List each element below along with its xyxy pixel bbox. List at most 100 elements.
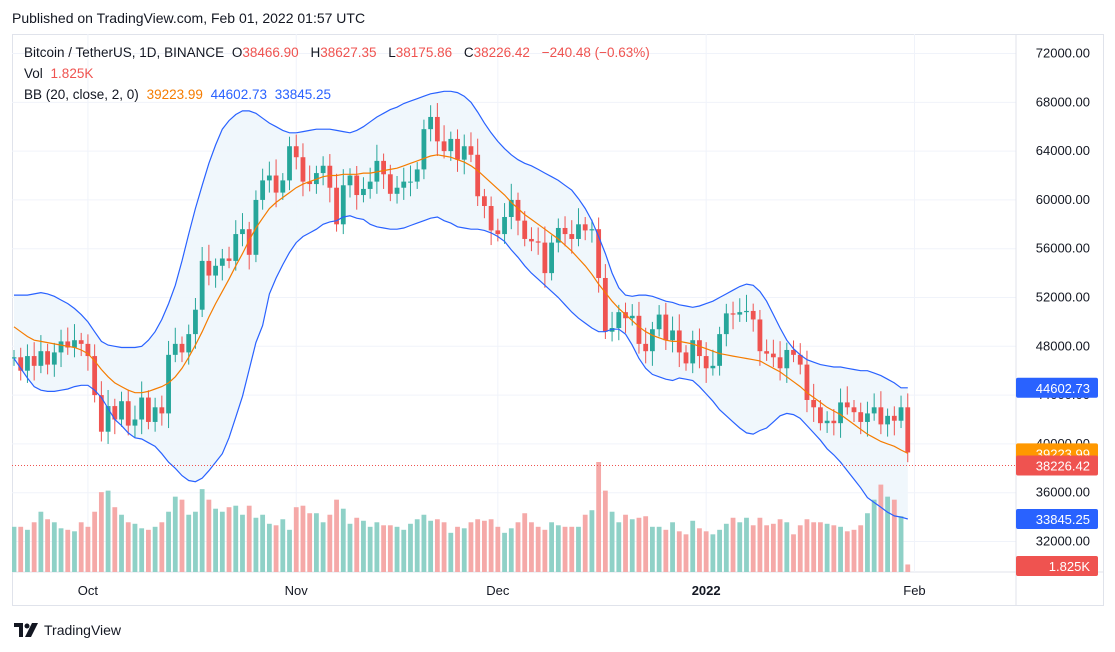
volume-bar xyxy=(320,522,326,572)
candle xyxy=(307,165,313,192)
candle-body xyxy=(495,230,501,235)
candle-body xyxy=(105,406,111,432)
candle-body xyxy=(764,351,770,354)
volume-bar xyxy=(750,525,756,572)
candle-body xyxy=(670,330,675,341)
candle xyxy=(797,343,803,375)
candle-body xyxy=(636,315,642,344)
candle xyxy=(119,391,124,427)
candle-body xyxy=(334,187,339,225)
volume-bar xyxy=(690,520,696,572)
volume-bar xyxy=(865,513,870,572)
candle-body xyxy=(811,399,817,408)
x-tick-label: Nov xyxy=(285,583,309,598)
volume-bar xyxy=(219,511,225,572)
candle-body xyxy=(723,313,729,335)
candle xyxy=(844,386,850,415)
volume-bar xyxy=(354,517,360,572)
volume-bar xyxy=(777,519,783,572)
candle-body xyxy=(750,310,756,320)
candle-body xyxy=(206,260,212,276)
candle xyxy=(448,131,454,161)
volume-bar xyxy=(602,490,608,572)
volume-bar xyxy=(233,505,239,572)
candle-body xyxy=(179,343,185,353)
candle xyxy=(293,134,299,170)
volume-bar xyxy=(824,523,830,572)
volume-bar xyxy=(98,492,104,572)
candle-body xyxy=(697,340,702,357)
candle-body xyxy=(602,277,608,332)
candle-body xyxy=(683,352,689,364)
candle xyxy=(219,248,225,281)
volume-bar xyxy=(878,484,884,572)
candle-body xyxy=(98,395,104,432)
candle xyxy=(670,316,675,353)
candle xyxy=(838,388,843,438)
candle-body xyxy=(374,160,380,182)
candle xyxy=(576,208,581,247)
price-tag-label: 1.825K xyxy=(1049,559,1091,574)
candle-body xyxy=(25,356,30,371)
candle xyxy=(777,341,783,381)
candle xyxy=(596,217,602,293)
volume-bar xyxy=(300,505,306,572)
candle xyxy=(663,302,669,350)
candle xyxy=(650,321,655,366)
candle-body xyxy=(710,365,716,369)
volume-bar xyxy=(367,526,373,572)
y-tick-label: 72000.00 xyxy=(1036,46,1090,61)
candle xyxy=(804,350,810,413)
volume-bar xyxy=(717,529,722,572)
candle xyxy=(602,264,608,339)
candle xyxy=(898,395,904,429)
volume-bar xyxy=(804,519,810,572)
price-tag-label: 44602.73 xyxy=(1036,381,1090,396)
volume-bar xyxy=(515,522,521,572)
volume-bar xyxy=(112,507,118,572)
candle-body xyxy=(428,116,434,130)
candle xyxy=(878,391,884,435)
volume-bar xyxy=(172,496,178,572)
volume-bar xyxy=(314,513,319,572)
candle-body xyxy=(414,169,420,182)
candle-body xyxy=(387,174,393,194)
candle xyxy=(240,213,245,247)
candle-body xyxy=(905,407,911,453)
footer-brand[interactable]: TradingView xyxy=(14,622,121,638)
volume-bar xyxy=(535,526,541,572)
candle-body xyxy=(233,234,239,261)
candle-body xyxy=(72,340,77,348)
volume-bar xyxy=(744,517,749,572)
candle xyxy=(589,219,595,243)
candle-body xyxy=(273,175,279,193)
volume-bar xyxy=(240,514,245,572)
volume-bar xyxy=(334,499,339,572)
candle xyxy=(58,329,64,368)
candle-body xyxy=(132,419,138,426)
legend-ohlc: Bitcoin / TetherUS, 1D, BINANCE O38466.9… xyxy=(24,45,654,60)
legend-high: H38627.35 xyxy=(310,45,377,60)
x-tick-label: Feb xyxy=(903,583,925,598)
candle-body xyxy=(327,165,333,188)
candle xyxy=(139,381,145,435)
candle-body xyxy=(434,116,440,142)
candle-body xyxy=(656,314,662,330)
volume-bar xyxy=(394,526,400,572)
volume-bar xyxy=(159,522,165,572)
tradingview-brand-text: TradingView xyxy=(44,622,122,638)
candle-body xyxy=(797,354,803,365)
volume-bar xyxy=(757,517,763,572)
volume-bar xyxy=(784,522,790,572)
candle xyxy=(340,169,346,235)
candle-body xyxy=(871,407,877,414)
volume-bar xyxy=(85,526,91,572)
candle xyxy=(381,153,386,189)
candle xyxy=(851,399,857,422)
candle xyxy=(730,301,736,330)
candle xyxy=(643,327,649,364)
candlestick-chart[interactable]: 32000.0036000.0040000.0044000.0048000.00… xyxy=(12,34,1104,606)
volume-bar xyxy=(132,523,138,572)
y-tick-label: 52000.00 xyxy=(1036,290,1090,305)
candle-body xyxy=(401,181,407,188)
